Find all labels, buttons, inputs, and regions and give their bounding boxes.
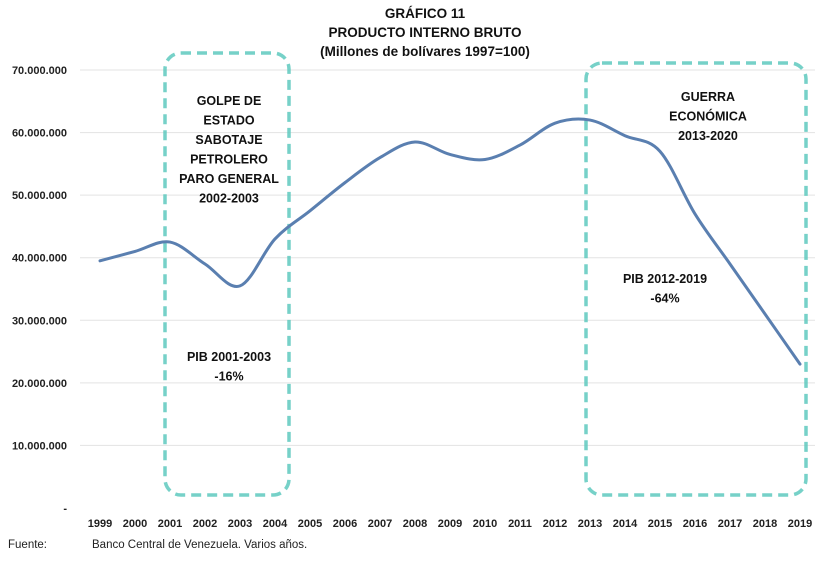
chart-title: GRÁFICO 11 PRODUCTO INTERNO BRUTO (Millo… (320, 6, 530, 59)
chart-title-line-1: GRÁFICO 11 (385, 6, 466, 21)
x-tick-label: 2015 (648, 518, 672, 530)
x-tick-label: 2001 (158, 518, 182, 530)
annotation-1-line: 2002-2003 (199, 192, 259, 206)
y-tick-label: - (63, 503, 67, 515)
x-tick-label: 2000 (123, 518, 147, 530)
data-point-2009 (448, 153, 452, 156)
chart-title-line-2: PRODUCTO INTERNO BRUTO (328, 25, 521, 40)
x-tick-label: 2018 (753, 518, 777, 530)
data-point-2007 (378, 156, 382, 159)
x-tick-label: 2007 (368, 518, 392, 530)
x-tick-label: 2010 (473, 518, 497, 530)
annotation-1-line: PARO GENERAL (179, 172, 279, 186)
x-tick-label: 2005 (298, 518, 322, 530)
data-point-2004 (273, 237, 277, 241)
data-point-2006 (343, 181, 347, 184)
annotation-1-line: SABOTAJE (195, 133, 262, 147)
data-point-2003 (238, 284, 242, 288)
data-point-2012 (553, 121, 557, 125)
data-point-2011 (518, 143, 522, 147)
x-tick-label: 2009 (438, 518, 462, 530)
x-tick-label: 1999 (88, 518, 112, 530)
data-point-2017 (728, 262, 732, 266)
y-axis-ticks: - 10.000.000 20.000.000 30.000.000 40.000.00… (12, 65, 67, 515)
x-axis-ticks: 1999 2000 2001 2002 2003 2004 2005 2006 2007 2008… (88, 518, 812, 530)
annotation-1-line: GOLPE DE (197, 94, 262, 108)
data-point-2010 (483, 158, 487, 161)
y-tick-label: 40.000.000 (12, 253, 67, 265)
data-point-2008 (413, 140, 417, 144)
annotation-2-line: -16% (214, 370, 243, 384)
x-tick-label: 2011 (508, 518, 532, 530)
y-tick-label: 20.000.000 (12, 378, 67, 390)
annotation-4-line: PIB 2012-2019 (623, 272, 707, 286)
y-tick-label: 50.000.000 (12, 190, 67, 202)
annotations: GOLPE DE ESTADO SABOTAJE PETROLERO PARO GENE… (179, 90, 747, 384)
annotation-1-line: ESTADO (203, 114, 254, 128)
source-label: Fuente: (8, 539, 47, 551)
data-point-2019 (798, 362, 802, 366)
x-tick-label: 2019 (788, 518, 812, 530)
gridlines (80, 69, 815, 446)
x-tick-label: 2002 (193, 518, 217, 530)
annotation-3-line: GUERRA (681, 90, 735, 104)
data-point-2014 (623, 134, 627, 137)
data-point-2005 (308, 209, 312, 212)
data-point-2018 (763, 312, 767, 316)
y-tick-label: 70.000.000 (12, 65, 67, 77)
data-point-2002 (203, 262, 207, 266)
x-tick-label: 2013 (578, 518, 602, 530)
annotation-3-line: ECONÓMICA (669, 109, 747, 124)
data-point-2015 (658, 150, 662, 153)
series-group (98, 117, 802, 366)
y-tick-label: 30.000.000 (12, 315, 67, 327)
data-point-2000 (133, 250, 137, 253)
x-tick-label: 2004 (263, 518, 288, 530)
chart-title-line-3: (Millones de bolívares 1997=100) (320, 44, 530, 59)
annotation-1-line: PETROLERO (190, 153, 268, 167)
x-tick-label: 2008 (403, 518, 427, 530)
data-point-2001 (168, 240, 172, 244)
annotation-3-line: 2013-2020 (678, 129, 738, 143)
data-point-1999 (98, 259, 102, 263)
y-tick-label: 10.000.000 (12, 440, 67, 452)
annotation-4-line: -64% (650, 292, 679, 306)
x-tick-label: 2006 (333, 518, 357, 530)
highlight-box-2001-2003 (163, 51, 291, 497)
source-text: Banco Central de Venezuela. Varios años. (92, 539, 308, 551)
x-tick-label: 2017 (718, 518, 742, 530)
data-point-2016 (693, 212, 697, 216)
x-tick-label: 2003 (228, 518, 252, 530)
x-tick-label: 2016 (683, 518, 707, 530)
highlight-boxes (163, 51, 808, 497)
x-tick-label: 2012 (543, 518, 567, 530)
y-tick-label: 60.000.000 (12, 128, 67, 140)
data-point-2013 (588, 118, 592, 122)
x-tick-label: 2014 (613, 518, 638, 530)
annotation-2-line: PIB 2001-2003 (187, 350, 271, 364)
